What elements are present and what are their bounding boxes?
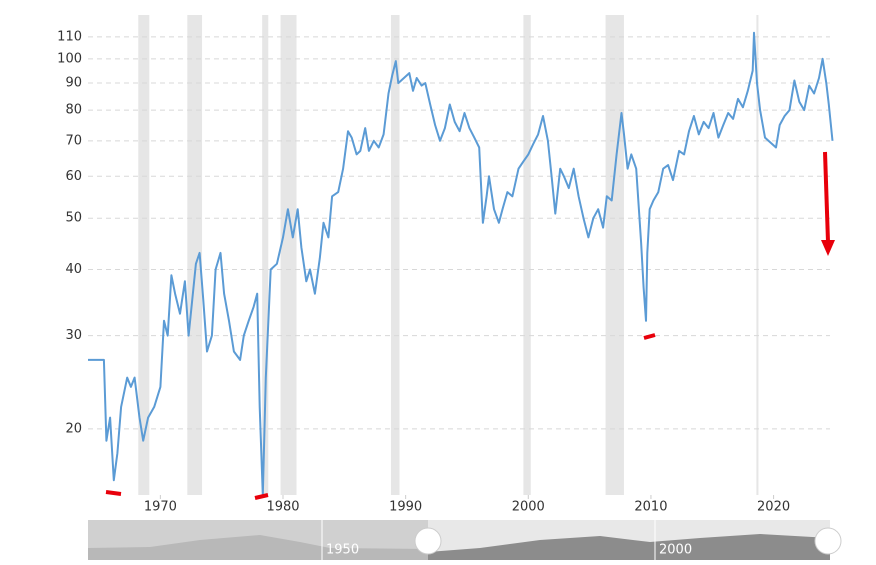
navigator-label: 2000 [659, 543, 692, 558]
navigator-handle[interactable] [414, 527, 442, 555]
y-tick-label: 80 [65, 103, 82, 118]
y-tick-label: 30 [65, 328, 82, 343]
y-tick-label: 110 [57, 29, 82, 44]
recession-band [756, 15, 759, 495]
navigator-label: 1950 [326, 543, 359, 558]
y-tick-label: 20 [65, 421, 82, 436]
x-tick-label: 1970 [144, 500, 177, 515]
navigator-area [428, 534, 830, 560]
recession-band [605, 15, 624, 495]
x-tick-label: 2000 [512, 500, 545, 515]
price-line [88, 31, 834, 496]
low-marker [643, 333, 656, 340]
recession-band [187, 15, 203, 495]
low-marker [254, 493, 269, 500]
recession-band [138, 15, 150, 495]
y-tick-label: 90 [65, 76, 82, 91]
y-tick-label: 40 [65, 262, 82, 277]
recession-band [523, 15, 531, 495]
grid: 20 30 40 50 60 70 80 90 100 110 1970 1980 1990 2000 20… [57, 29, 830, 515]
x-tick-label: 2020 [757, 500, 790, 515]
recession-band [280, 15, 297, 495]
y-tick-label: 50 [65, 211, 82, 226]
annotations [105, 151, 835, 500]
down-arrow [823, 151, 830, 243]
x-tick-label: 1980 [266, 500, 299, 515]
y-tick-label: 60 [65, 169, 82, 184]
navigator-area [88, 535, 428, 560]
recession-band [390, 15, 400, 495]
low-marker [105, 490, 122, 496]
x-tick-label: 2010 [634, 500, 667, 515]
navigator: 1950 2000 [88, 520, 842, 560]
recession-bands [138, 15, 759, 495]
x-tick-label: 1990 [389, 500, 422, 515]
arrow-head [821, 240, 835, 256]
plot [88, 31, 834, 496]
y-tick-label: 70 [65, 133, 82, 148]
recession-band [262, 15, 269, 495]
navigator-handle[interactable] [814, 527, 842, 555]
y-tick-label: 100 [57, 51, 82, 66]
